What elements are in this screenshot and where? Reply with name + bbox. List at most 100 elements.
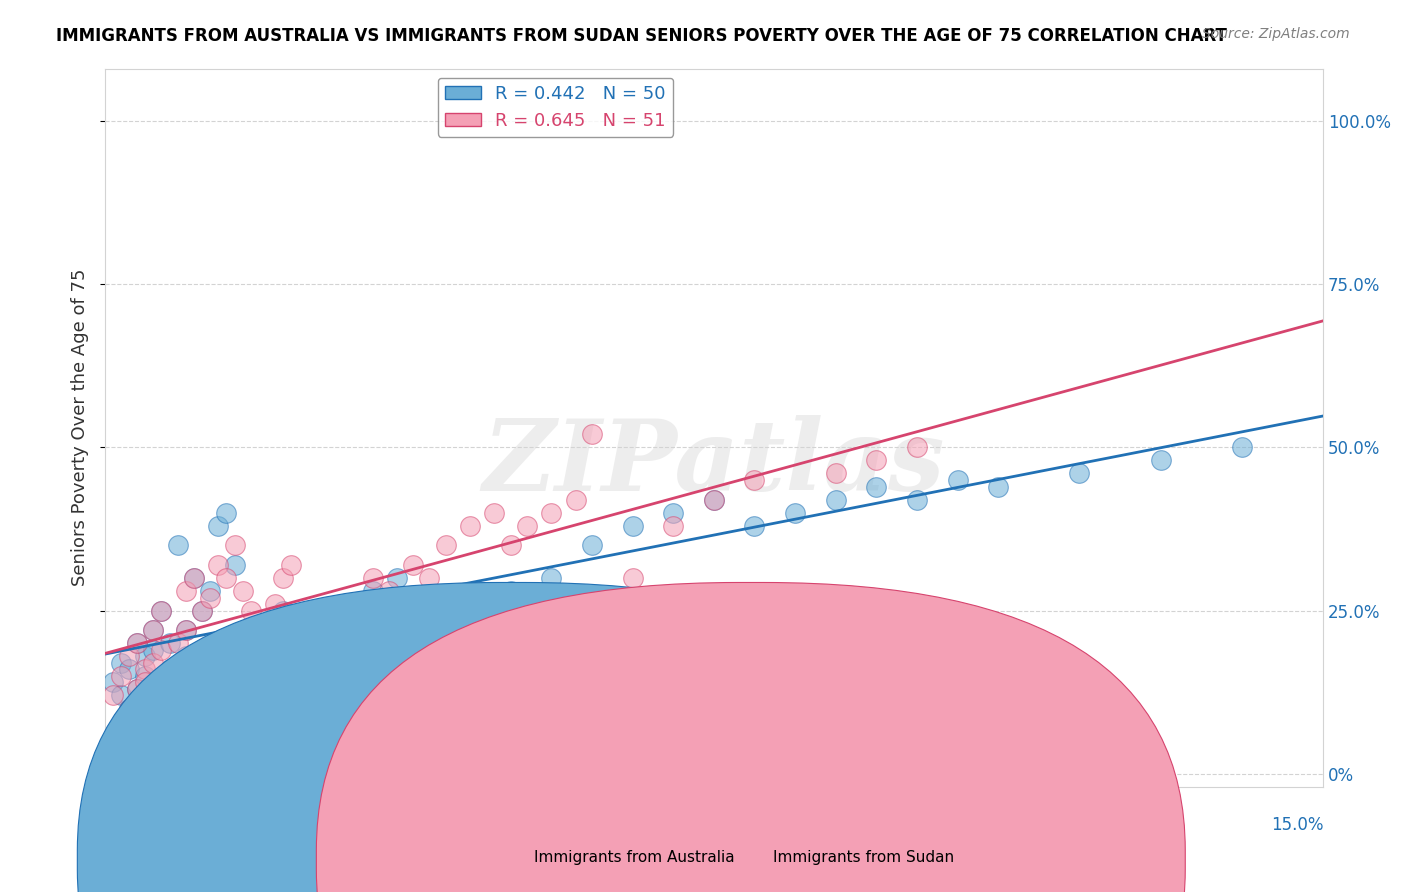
Point — [125, 681, 148, 696]
Point — [312, 610, 335, 624]
Point — [110, 669, 132, 683]
Point — [361, 584, 384, 599]
Point — [824, 492, 846, 507]
Point — [280, 558, 302, 572]
Point — [824, 467, 846, 481]
Point — [402, 558, 425, 572]
Point — [150, 604, 173, 618]
Point — [101, 675, 124, 690]
Point — [174, 649, 197, 664]
Point — [662, 518, 685, 533]
Point — [418, 571, 440, 585]
Point — [232, 584, 254, 599]
Point — [361, 571, 384, 585]
Point — [118, 662, 141, 676]
Point — [1150, 453, 1173, 467]
Text: Immigrants from Australia: Immigrants from Australia — [534, 850, 735, 865]
Text: 0.0%: 0.0% — [104, 815, 146, 834]
Point — [215, 571, 238, 585]
Point — [337, 597, 360, 611]
Point — [159, 669, 181, 683]
Point — [150, 604, 173, 618]
Point — [905, 492, 928, 507]
Point — [239, 604, 262, 618]
Legend: R = 0.442   N = 50, R = 0.645   N = 51: R = 0.442 N = 50, R = 0.645 N = 51 — [437, 78, 673, 137]
Point — [418, 675, 440, 690]
Point — [744, 473, 766, 487]
Point — [159, 662, 181, 676]
Point — [987, 479, 1010, 493]
Point — [581, 427, 603, 442]
Point — [1230, 440, 1253, 454]
Point — [198, 584, 221, 599]
Point — [256, 649, 278, 664]
Point — [191, 604, 214, 618]
Point — [516, 518, 538, 533]
Point — [110, 656, 132, 670]
Point — [142, 623, 165, 637]
Point — [458, 518, 481, 533]
Point — [191, 604, 214, 618]
Point — [337, 623, 360, 637]
Point — [385, 571, 408, 585]
Point — [142, 642, 165, 657]
Point — [174, 623, 197, 637]
Point — [564, 492, 586, 507]
Point — [125, 681, 148, 696]
Point — [540, 571, 562, 585]
Point — [118, 701, 141, 715]
Point — [142, 656, 165, 670]
Point — [540, 506, 562, 520]
Text: 15.0%: 15.0% — [1271, 815, 1323, 834]
Point — [434, 538, 457, 552]
Point — [118, 649, 141, 664]
Point — [207, 518, 229, 533]
Point — [865, 453, 887, 467]
Point — [458, 623, 481, 637]
Point — [207, 558, 229, 572]
Point — [865, 479, 887, 493]
Point — [581, 538, 603, 552]
Point — [946, 473, 969, 487]
Point — [101, 689, 124, 703]
Point — [378, 584, 401, 599]
Point — [256, 636, 278, 650]
Y-axis label: Seniors Poverty Over the Age of 75: Seniors Poverty Over the Age of 75 — [72, 269, 89, 586]
Text: IMMIGRANTS FROM AUSTRALIA VS IMMIGRANTS FROM SUDAN SENIORS POVERTY OVER THE AGE : IMMIGRANTS FROM AUSTRALIA VS IMMIGRANTS … — [56, 27, 1227, 45]
Point — [744, 518, 766, 533]
Point — [271, 571, 294, 585]
Point — [166, 636, 188, 650]
Point — [271, 604, 294, 618]
Point — [297, 636, 319, 650]
Point — [159, 636, 181, 650]
Point — [662, 506, 685, 520]
Point — [125, 636, 148, 650]
Point — [183, 571, 205, 585]
Point — [183, 571, 205, 585]
Point — [110, 689, 132, 703]
Point — [247, 623, 270, 637]
Point — [621, 571, 644, 585]
Point — [142, 623, 165, 637]
Point — [150, 675, 173, 690]
Point — [621, 518, 644, 533]
Point — [312, 669, 335, 683]
Point — [905, 440, 928, 454]
Text: Immigrants from Sudan: Immigrants from Sudan — [773, 850, 955, 865]
Point — [125, 636, 148, 650]
Text: Source: ZipAtlas.com: Source: ZipAtlas.com — [1202, 27, 1350, 41]
Point — [150, 642, 173, 657]
Point — [1069, 467, 1091, 481]
Point — [264, 597, 287, 611]
Point — [239, 669, 262, 683]
Point — [484, 506, 506, 520]
Point — [703, 492, 725, 507]
Point — [224, 538, 246, 552]
Point — [166, 538, 188, 552]
Point — [499, 584, 522, 599]
Point — [297, 636, 319, 650]
Point — [198, 591, 221, 605]
Point — [783, 506, 806, 520]
Point — [174, 584, 197, 599]
Text: ZIPatlas: ZIPatlas — [482, 416, 945, 512]
